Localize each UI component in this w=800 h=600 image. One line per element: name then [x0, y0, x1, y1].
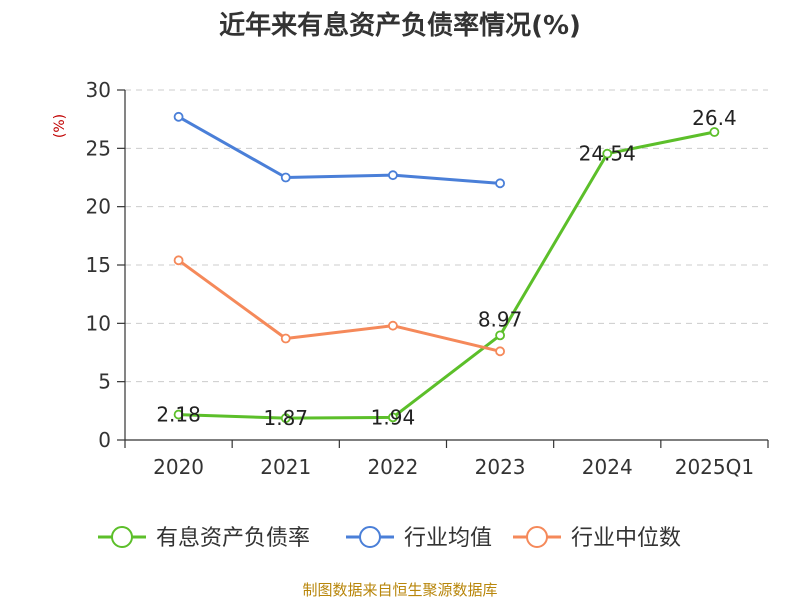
data-label: 26.4	[692, 106, 737, 130]
series-line-0	[178, 130, 715, 420]
legend: 有息资产负债率 行业均值 行业中位数	[98, 526, 681, 551]
data-label: 1.87	[263, 406, 308, 430]
y-tick-label: 5	[98, 370, 111, 394]
data-point	[495, 346, 505, 357]
data-labels: 2.18 1.87 1.94 8.97 24.54 26.4	[156, 106, 736, 430]
data-point	[495, 330, 505, 341]
data-point	[388, 170, 398, 181]
data-point	[602, 148, 613, 159]
x-tick-label: 2025Q1	[675, 455, 754, 479]
data-point	[280, 172, 291, 183]
y-tick-label: 25	[86, 136, 111, 160]
x-tick-label: 2021	[260, 455, 311, 479]
legend-item-1: 行业均值	[346, 526, 492, 551]
legend-item-0: 有息资产负债率	[98, 526, 310, 551]
data-point	[173, 111, 184, 122]
data-point	[173, 255, 184, 266]
data-point	[709, 127, 720, 137]
series-group	[173, 111, 720, 424]
x-tick-label: 2024	[582, 455, 633, 479]
data-point	[173, 409, 184, 420]
x-tick-label: 2020	[153, 455, 204, 479]
data-point	[280, 413, 291, 424]
data-label: 24.54	[579, 142, 636, 166]
legend-marker	[526, 526, 548, 548]
y-tick-label: 15	[86, 253, 111, 277]
legend-marker	[111, 526, 133, 548]
data-point	[388, 320, 398, 331]
source-note: 制图数据来自恒生聚源数据库	[302, 581, 497, 599]
data-point	[388, 412, 398, 423]
data-label: 2.18	[156, 403, 201, 427]
y-axis-label: (%)	[52, 114, 68, 138]
grid-lines	[125, 89, 768, 383]
axes: 0 5 10 15 20 25 30 2020 2021 2022 2023 2024 2025Q1	[86, 78, 769, 479]
series-line-2	[177, 259, 501, 353]
x-tick-label: 2022	[367, 455, 418, 479]
y-tick-label: 10	[86, 311, 111, 335]
y-tick-label: 30	[86, 78, 111, 102]
y-tick-label: 0	[98, 428, 111, 452]
data-label: 1.94	[371, 405, 416, 429]
series-line-1	[177, 115, 501, 185]
data-point	[280, 333, 291, 344]
x-tick-label: 2023	[475, 455, 526, 479]
chart-title: 近年来有息资产负债率情况(%)	[219, 10, 581, 41]
legend-marker	[359, 526, 381, 548]
data-label: 8.97	[478, 307, 523, 331]
y-tick-label: 20	[86, 195, 111, 219]
data-point	[495, 178, 505, 189]
legend-label: 行业中位数	[571, 526, 681, 551]
legend-label: 行业均值	[404, 526, 492, 551]
legend-label: 有息资产负债率	[156, 526, 310, 551]
legend-item-2: 行业中位数	[513, 526, 681, 551]
